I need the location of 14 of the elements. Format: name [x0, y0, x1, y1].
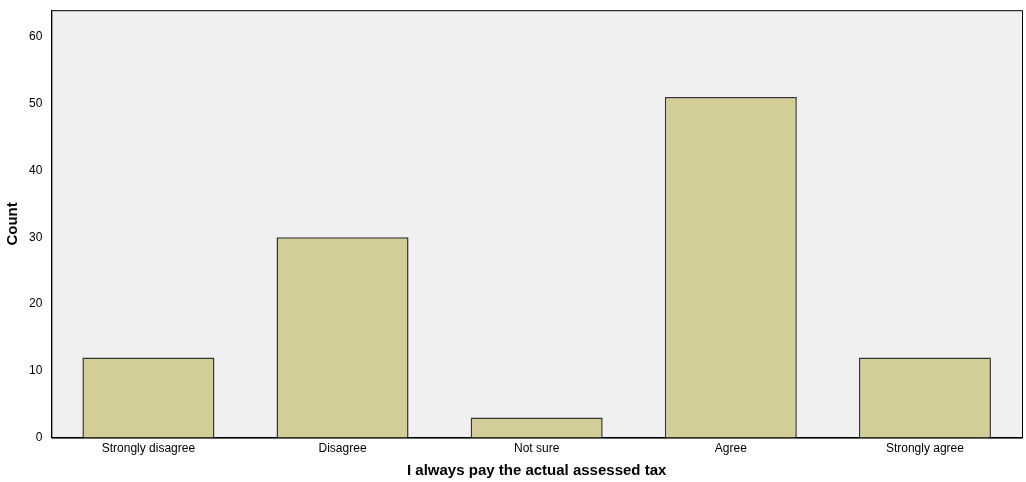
- x-tick-label: Strongly disagree: [101, 441, 196, 456]
- x-tick-label: Disagree: [318, 441, 367, 456]
- x-axis-title: I always pay the actual assessed tax: [407, 461, 667, 479]
- y-tick-label: 60: [28, 29, 43, 44]
- y-axis-title: Count: [3, 202, 21, 246]
- x-tick-label: Strongly agree: [885, 441, 965, 456]
- y-tick-label: 0: [35, 429, 43, 444]
- y-tick-label: 40: [28, 162, 43, 177]
- y-tick-label: 10: [28, 363, 43, 378]
- x-tick-label: Agree: [714, 441, 748, 456]
- x-tick-label: Not sure: [513, 441, 560, 456]
- y-tick-label: 50: [28, 96, 43, 111]
- y-tick-label: 30: [28, 229, 43, 244]
- y-tick-label: 20: [28, 296, 43, 311]
